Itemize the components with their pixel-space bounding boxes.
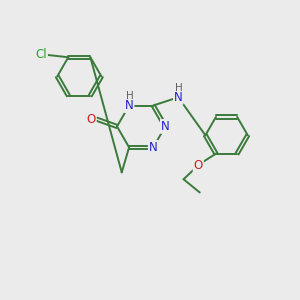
Text: H: H: [126, 91, 134, 101]
Text: N: N: [174, 91, 183, 104]
Text: Cl: Cl: [35, 48, 47, 61]
Text: O: O: [194, 159, 203, 172]
Text: O: O: [86, 112, 96, 126]
Text: N: N: [161, 120, 170, 133]
Text: N: N: [125, 99, 134, 112]
Text: H: H: [175, 83, 183, 93]
Text: N: N: [149, 141, 158, 154]
